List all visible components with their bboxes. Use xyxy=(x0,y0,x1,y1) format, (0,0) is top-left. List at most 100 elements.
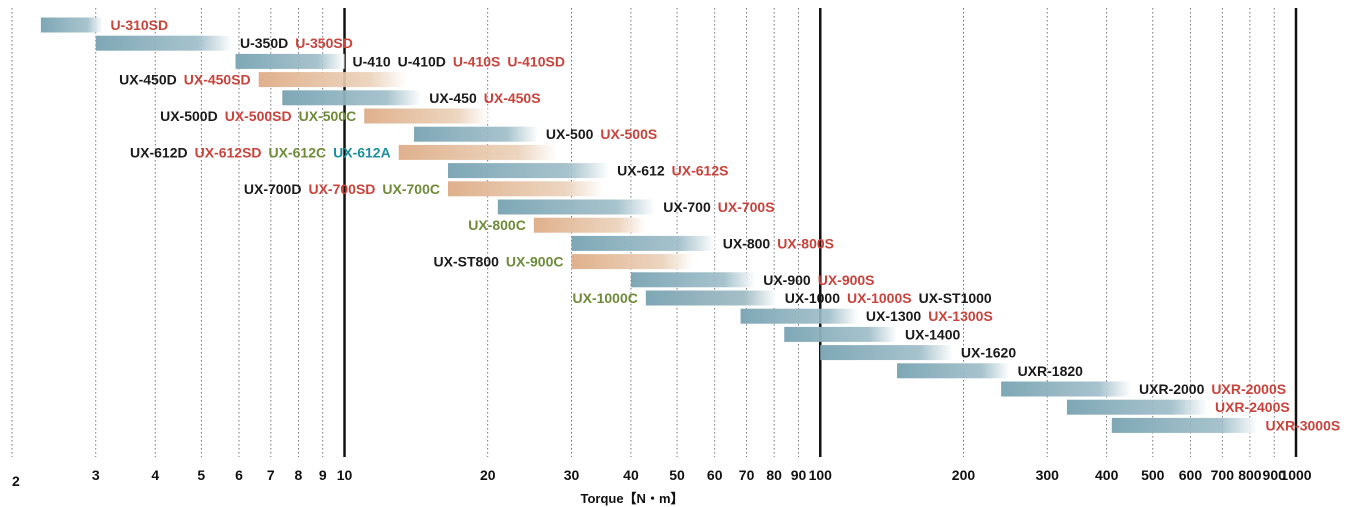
model-label: UX-1620 xyxy=(961,345,1016,361)
model-label: UX-500SD xyxy=(225,108,292,124)
clutch-range-bar xyxy=(447,181,604,197)
torque-range-bar xyxy=(447,163,610,179)
x-tick-label: 80 xyxy=(766,467,782,483)
model-label: UX-900S xyxy=(818,272,875,288)
x-axis-ticks: 2 3 4 5 6 7 8 9 10 20 30 40 50 60 70 80 90 100 200 300 400 50… xyxy=(12,467,1312,489)
x-tick-label: 5 xyxy=(197,467,205,483)
x-tick-label: 4 xyxy=(151,467,159,483)
x-axis-title: Torque【N・m】 xyxy=(580,491,683,506)
x-tick-label: 500 xyxy=(1141,467,1165,483)
x-tick-label: 10 xyxy=(337,467,353,483)
model-label: UX-612D xyxy=(130,144,188,160)
model-label: UX-800S xyxy=(777,235,834,251)
torque-range-bar xyxy=(282,90,422,106)
x-tick-label: 50 xyxy=(669,467,685,483)
model-label: UX-450SD xyxy=(184,72,251,88)
clutch-range-bar xyxy=(571,254,693,270)
torque-range-bar xyxy=(820,345,953,361)
x-tick-label: 7 xyxy=(267,467,275,483)
clutch-range-bar xyxy=(364,108,488,124)
x-tick-label: 9 xyxy=(319,467,327,483)
model-label: UXR-2400S xyxy=(1215,399,1290,415)
torque-range-bar xyxy=(235,53,345,69)
x-tick-label: 40 xyxy=(623,467,639,483)
torque-range-bar xyxy=(1066,399,1207,415)
x-tick-label: 300 xyxy=(1036,467,1060,483)
torque-range-bar xyxy=(1111,417,1258,433)
torque-range-bar xyxy=(40,17,103,33)
model-label: UX-700C xyxy=(382,181,440,197)
model-label: UX-ST1000 xyxy=(919,290,992,306)
model-label: UX-1000C xyxy=(573,290,638,306)
model-label: UX-1000 xyxy=(785,290,840,306)
model-label: UX-450D xyxy=(119,72,177,88)
model-label: UX-700S xyxy=(718,199,775,215)
model-label: U-350SD xyxy=(295,35,353,51)
model-label: UX-612S xyxy=(672,163,729,179)
model-label: U-410SD xyxy=(507,53,565,69)
x-tick-label: 900 xyxy=(1263,467,1287,483)
model-label: UX-900C xyxy=(506,254,564,270)
clutch-range-bar xyxy=(533,217,646,233)
x-tick-label: 600 xyxy=(1179,467,1203,483)
model-label: UX-612C xyxy=(269,144,327,160)
x-tick-label: 200 xyxy=(952,467,976,483)
range-bars xyxy=(40,17,1258,433)
model-label: U-410S xyxy=(453,53,500,69)
model-label: UX-1400 xyxy=(905,326,960,342)
x-tick-label: 60 xyxy=(707,467,723,483)
x-tick-label: 30 xyxy=(564,467,580,483)
model-label: UX-450 xyxy=(429,90,477,106)
model-label: U-310SD xyxy=(111,17,169,33)
model-label: UX-900 xyxy=(763,272,811,288)
model-label: UX-1000S xyxy=(847,290,912,306)
model-label: UX-800 xyxy=(723,235,771,251)
model-label: UX-612A xyxy=(333,144,391,160)
x-tick-label: 700 xyxy=(1211,467,1235,483)
clutch-range-bar xyxy=(398,144,558,160)
x-tick-label: 800 xyxy=(1238,467,1262,483)
x-tick-label: 1000 xyxy=(1280,467,1311,483)
torque-range-bar xyxy=(95,35,232,51)
torque-range-bar xyxy=(645,290,777,306)
model-label: UX-1300 xyxy=(866,308,921,324)
model-label: UX-612 xyxy=(617,163,665,179)
model-label: U-410 xyxy=(353,53,391,69)
model-label: UXR-2000S xyxy=(1211,381,1286,397)
torque-range-bar xyxy=(414,126,538,142)
x-tick-label: 400 xyxy=(1095,467,1119,483)
torque-range-bar xyxy=(740,308,858,324)
torque-range-bar xyxy=(630,272,756,288)
x-tick-label: 70 xyxy=(739,467,755,483)
torque-range-bar xyxy=(497,199,656,215)
model-label: UX-1300S xyxy=(928,308,993,324)
model-label: U-350D xyxy=(240,35,288,51)
clutch-range-bar xyxy=(258,72,407,88)
x-tick-label: 100 xyxy=(809,467,833,483)
x-tick-label: 20 xyxy=(480,467,496,483)
model-label: UX-450S xyxy=(484,90,541,106)
model-label: UX-500S xyxy=(600,126,657,142)
model-label: UX-800C xyxy=(468,217,526,233)
x-tick-label: 3 xyxy=(92,467,100,483)
model-label: UX-500D xyxy=(160,108,218,124)
x-tick-label: 90 xyxy=(791,467,807,483)
model-label: UX-ST800 xyxy=(434,254,500,270)
model-label: UX-700SD xyxy=(308,181,375,197)
x-tick-label: 6 xyxy=(235,467,243,483)
model-label: UXR-3000S xyxy=(1266,417,1341,433)
torque-range-bar xyxy=(571,235,715,251)
model-label: UX-700D xyxy=(244,181,302,197)
x-tick-label: 8 xyxy=(295,467,303,483)
model-label: UXR-2000 xyxy=(1139,381,1205,397)
model-label: UXR-1820 xyxy=(1018,363,1084,379)
x-tick-label: 2 xyxy=(12,473,20,489)
torque-range-bar xyxy=(897,363,1010,379)
model-label: UX-500C xyxy=(299,108,357,124)
model-label: UX-612SD xyxy=(195,144,262,160)
torque-range-bar xyxy=(784,326,898,342)
model-label: U-410D xyxy=(398,53,446,69)
model-label: UX-500 xyxy=(546,126,594,142)
